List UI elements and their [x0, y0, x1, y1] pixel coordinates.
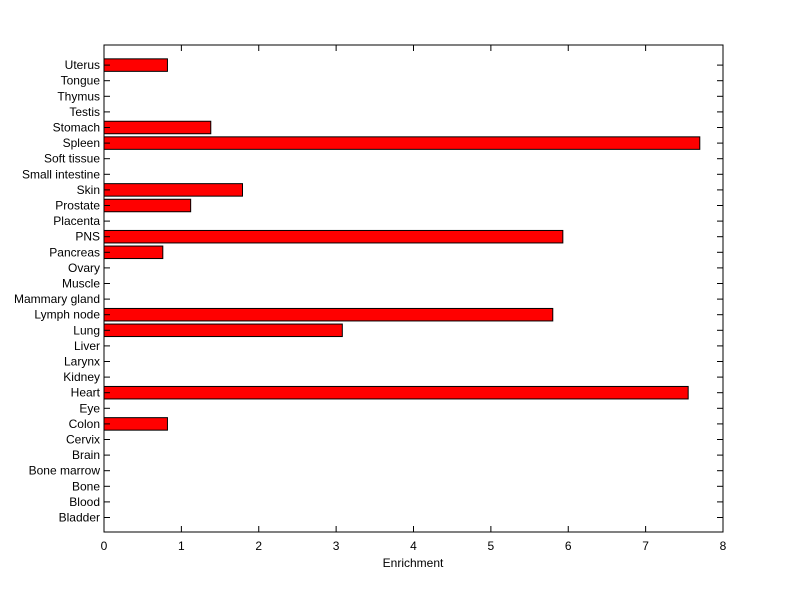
bar-heart: [103, 385, 689, 400]
bar-spleen: [103, 136, 701, 150]
x-tick-label-1: 1: [178, 539, 185, 553]
bar-prostate: [103, 198, 192, 213]
y-tick-label-lung: Lung: [73, 323, 100, 337]
y-tick-label-placenta: Placenta: [53, 214, 100, 228]
bar-uterus: [103, 58, 168, 72]
bar-lung: [103, 323, 343, 338]
y-tick-label-cervix: Cervix: [66, 433, 100, 447]
y-tick-label-skin: Skin: [77, 183, 100, 197]
y-tick-label-heart: Heart: [71, 386, 101, 400]
y-tick-label-bone-marrow: Bone marrow: [29, 464, 101, 478]
y-tick-label-mammary-gland: Mammary gland: [14, 292, 100, 306]
y-tick-label-soft-tissue: Soft tissue: [44, 152, 100, 166]
bar-lymph-node: [103, 307, 554, 322]
x-tick-label-8: 8: [720, 539, 727, 553]
x-tick-label-0: 0: [101, 539, 108, 553]
x-ticks-group: 0 1 2 3 4 5 6 7 8: [101, 45, 727, 553]
y-tick-label-stomach: Stomach: [53, 121, 100, 135]
x-axis-label: Enrichment: [383, 556, 444, 570]
y-tick-label-muscle: Muscle: [62, 277, 100, 291]
y-tick-label-uterus: Uterus: [65, 58, 100, 72]
bar-stomach: [103, 120, 212, 135]
y-tick-label-liver: Liver: [74, 339, 100, 353]
y-tick-label-small-intestine: Small intestine: [22, 167, 100, 181]
x-tick-label-5: 5: [488, 539, 495, 553]
bar-pns: [103, 229, 564, 244]
y-tick-label-tongue: Tongue: [61, 74, 101, 88]
x-tick-label-7: 7: [642, 539, 649, 553]
bar-pancreas: [103, 245, 164, 260]
bar-skin: [103, 183, 244, 197]
y-tick-label-bladder: Bladder: [59, 511, 100, 525]
y-tick-label-brain: Brain: [72, 448, 100, 462]
x-tick-label-6: 6: [565, 539, 572, 553]
bar-colon: [103, 417, 168, 431]
y-tick-label-larynx: Larynx: [64, 355, 100, 369]
y-tick-label-pns: PNS: [75, 230, 100, 244]
y-tick-label-eye: Eye: [79, 401, 100, 415]
x-tick-label-2: 2: [255, 539, 262, 553]
y-tick-label-colon: Colon: [69, 417, 100, 431]
y-tick-label-kidney: Kidney: [63, 370, 100, 384]
y-tick-label-pancreas: Pancreas: [49, 245, 100, 259]
y-tick-label-spleen: Spleen: [63, 136, 100, 150]
y-tick-label-prostate: Prostate: [55, 199, 100, 213]
x-tick-label-3: 3: [333, 539, 340, 553]
plot-area: [103, 44, 724, 533]
y-tick-label-ovary: Ovary: [68, 261, 100, 275]
y-tick-label-bone: Bone: [72, 479, 100, 493]
x-tick-label-4: 4: [410, 539, 417, 553]
y-tick-label-testis: Testis: [69, 105, 100, 119]
y-tick-label-thymus: Thymus: [57, 89, 100, 103]
y-tick-label-blood: Blood: [69, 495, 100, 509]
y-tick-label-lymph-node: Lymph node: [34, 308, 100, 322]
